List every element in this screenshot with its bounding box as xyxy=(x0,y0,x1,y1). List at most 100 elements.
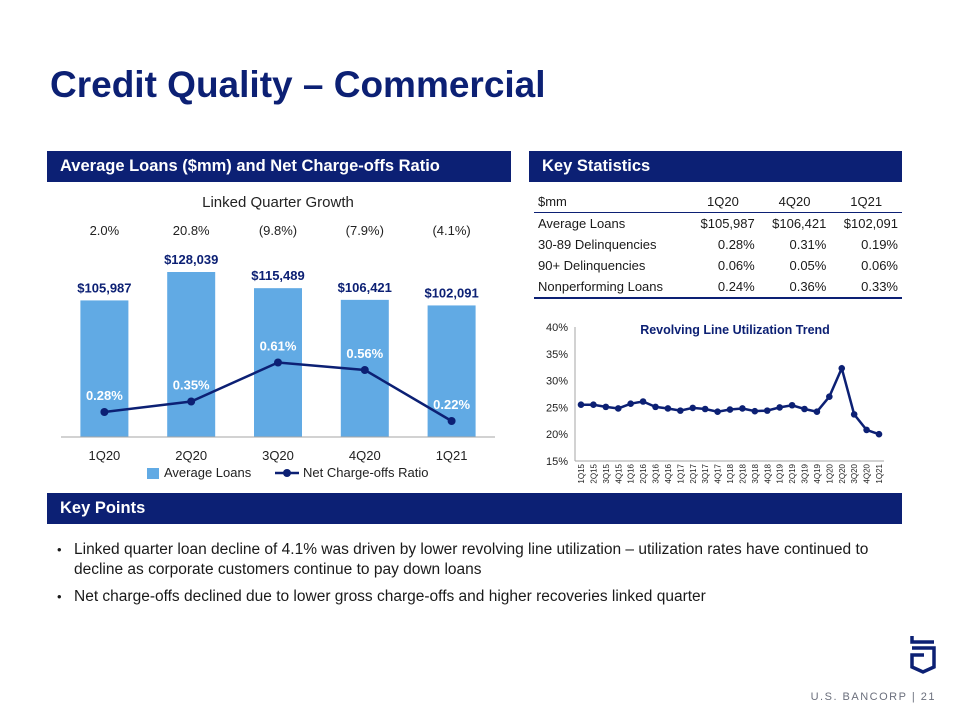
page-title: Credit Quality – Commercial xyxy=(50,64,546,105)
loans-chart-header: Average Loans ($mm) and Net Charge-offs … xyxy=(47,151,511,182)
y-tick-label: 40% xyxy=(546,322,568,334)
x-tick-label: 4Q18 xyxy=(763,463,772,483)
footer: U.S. BANCORP | 21 xyxy=(811,691,936,703)
stats-cell: 0.31% xyxy=(789,237,827,252)
x-tick-label: 1Q21 xyxy=(875,463,884,483)
utilization-point xyxy=(776,404,783,411)
chart-title: Revolving Line Utilization Trend xyxy=(640,323,830,337)
utilization-trend-chart: Revolving Line Utilization Trend 15% 20% 25… xyxy=(546,322,884,484)
stats-cell: 0.24% xyxy=(687,276,759,299)
x-tick-label: 3Q20 xyxy=(262,448,294,463)
legend-swatch-average-loans xyxy=(147,468,159,479)
footer-separator: | xyxy=(911,691,917,703)
utilization-point xyxy=(577,401,585,409)
stats-cell: 0.36% xyxy=(758,276,831,299)
net-charge-offs-point xyxy=(447,417,456,425)
stats-cell: $106,421 xyxy=(772,216,827,231)
stats-cell: 0.06% xyxy=(717,258,755,273)
stats-cell: 0.28% xyxy=(717,237,755,252)
table-row: 90+ Delinquencies 0.06% 0.05% 0.06% xyxy=(534,255,902,276)
key-points-header: Key Points xyxy=(47,493,902,524)
ratio-value-label: 0.61% xyxy=(260,339,297,354)
stats-cell: 0.19% xyxy=(861,237,898,252)
utilization-point xyxy=(826,393,833,400)
x-tick-label: 4Q15 xyxy=(614,463,623,483)
stats-cell: 90+ Delinquencies xyxy=(538,258,646,273)
utilization-point xyxy=(664,405,672,412)
stats-cell: 0.06% xyxy=(861,258,898,273)
utilization-point xyxy=(652,403,659,411)
x-tick-label: 3Q20 xyxy=(850,463,859,483)
x-tick-label: 1Q15 xyxy=(577,463,586,483)
utilization-point xyxy=(763,407,771,414)
page-number: 21 xyxy=(920,691,936,703)
stats-cell: Nonperforming Loans xyxy=(534,276,688,299)
stats-cell: $102,091 xyxy=(843,216,898,231)
key-points-list: • Linked quarter loan decline of 4.1% was… xyxy=(56,540,906,614)
table-row: 30-89 Delinquencies 0.28% 0.31% 0.19% xyxy=(534,234,902,255)
legend-label: Net Charge-offs Ratio xyxy=(303,465,429,480)
utilization-point xyxy=(639,398,647,405)
x-tick-label: 2Q16 xyxy=(639,463,648,483)
utilization-point xyxy=(813,408,821,415)
utilization-point xyxy=(602,403,610,411)
stats-cell: 0.05% xyxy=(789,258,827,273)
utilization-point xyxy=(850,411,858,418)
x-tick-label: 3Q15 xyxy=(602,463,611,483)
utilization-point xyxy=(788,401,796,409)
utilization-point xyxy=(801,405,808,413)
y-tick-label: 25% xyxy=(546,402,568,414)
x-tick-label: 3Q16 xyxy=(652,463,661,483)
stats-cell: 30-89 Delinquencies xyxy=(538,237,657,252)
x-tick-label: 2Q20 xyxy=(838,463,847,483)
x-tick-label: 4Q19 xyxy=(813,463,822,483)
net-charge-offs-point xyxy=(100,408,109,416)
list-item: • Linked quarter loan decline of 4.1% was… xyxy=(56,540,906,580)
growth-label: 20.8% xyxy=(173,223,210,238)
x-tick-label: 4Q20 xyxy=(863,463,872,483)
x-tick-label: 2Q20 xyxy=(175,448,207,463)
bar-average-loans xyxy=(427,305,476,437)
x-tick-label: 1Q17 xyxy=(676,463,685,483)
stats-cell: $105,987 xyxy=(700,216,755,231)
chart-subtitle: Linked Quarter Growth xyxy=(202,194,354,211)
bullet-icon: • xyxy=(57,542,62,557)
x-tick-label: 2Q17 xyxy=(689,463,698,483)
stats-cell: 0.33% xyxy=(830,276,902,299)
utilization-point xyxy=(689,404,697,412)
net-charge-offs-point xyxy=(274,358,282,367)
x-tick-label: 3Q18 xyxy=(751,463,760,483)
net-charge-offs-point xyxy=(360,366,369,374)
growth-label: (4.1%) xyxy=(432,223,470,238)
x-tick-label: 1Q20 xyxy=(88,448,120,463)
table-row: Nonperforming Loans 0.24% 0.36% 0.33% xyxy=(534,276,902,299)
stats-header-cell: 1Q21 xyxy=(830,191,902,213)
bullet-icon: • xyxy=(57,589,62,604)
x-tick-label: 3Q19 xyxy=(801,463,810,483)
x-tick-label: 2Q19 xyxy=(788,463,797,483)
utilization-point xyxy=(614,405,622,412)
net-charge-offs-point xyxy=(187,397,196,406)
utilization-point xyxy=(714,408,721,415)
key-point-text: Linked quarter loan decline of 4.1% was … xyxy=(74,541,869,578)
ratio-value-label: 0.56% xyxy=(346,346,383,361)
list-item: • Net charge-offs declined due to lower g… xyxy=(56,587,906,607)
bar-average-loans xyxy=(167,272,216,437)
y-tick-label: 15% xyxy=(546,456,568,468)
growth-label: 2.0% xyxy=(90,223,120,238)
x-tick-label: 4Q20 xyxy=(349,448,381,463)
legend-label: Average Loans xyxy=(164,465,252,480)
growth-label: (7.9%) xyxy=(346,223,384,238)
stats-header-row: $mm 1Q20 4Q20 1Q21 xyxy=(534,191,902,213)
x-tick-label: 1Q18 xyxy=(726,463,735,483)
growth-label: (9.8%) xyxy=(259,223,297,238)
utilization-point xyxy=(627,400,634,407)
utilization-point xyxy=(739,405,746,412)
x-tick-label: 3Q17 xyxy=(701,463,710,483)
bar-value-label: $128,039 xyxy=(164,252,218,267)
x-tick-label: 2Q18 xyxy=(738,463,747,483)
y-tick-label: 30% xyxy=(546,376,568,388)
y-tick-label: 20% xyxy=(546,429,568,441)
ratio-value-label: 0.22% xyxy=(433,397,470,412)
utilization-point xyxy=(677,407,684,414)
